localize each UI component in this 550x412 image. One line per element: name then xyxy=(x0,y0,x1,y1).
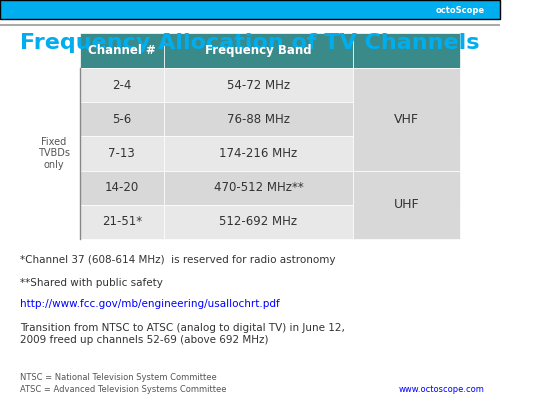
FancyBboxPatch shape xyxy=(354,171,460,239)
Text: *Channel 37 (608-614 MHz)  is reserved for radio astronomy: *Channel 37 (608-614 MHz) is reserved fo… xyxy=(20,255,336,265)
Text: 7-13: 7-13 xyxy=(108,147,135,160)
FancyBboxPatch shape xyxy=(354,68,460,171)
FancyBboxPatch shape xyxy=(354,68,460,102)
Text: Frequency Allocation of TV Channels: Frequency Allocation of TV Channels xyxy=(20,33,480,53)
FancyBboxPatch shape xyxy=(163,136,354,171)
FancyBboxPatch shape xyxy=(0,0,500,19)
Text: 76-88 MHz: 76-88 MHz xyxy=(227,113,290,126)
FancyBboxPatch shape xyxy=(80,136,163,171)
FancyBboxPatch shape xyxy=(354,102,460,136)
FancyBboxPatch shape xyxy=(163,68,354,102)
Text: 21-51*: 21-51* xyxy=(102,215,142,228)
Text: Fixed
TVBDs
only: Fixed TVBDs only xyxy=(38,137,70,170)
Text: Frequency Band: Frequency Band xyxy=(205,44,312,57)
Text: 14-20: 14-20 xyxy=(104,181,139,194)
Text: octoScope: octoScope xyxy=(435,6,485,15)
FancyBboxPatch shape xyxy=(80,68,163,102)
Text: VHF: VHF xyxy=(394,113,419,126)
Text: UHF: UHF xyxy=(394,198,419,211)
Text: www.octoscope.com: www.octoscope.com xyxy=(399,385,485,394)
FancyBboxPatch shape xyxy=(354,171,460,205)
FancyBboxPatch shape xyxy=(80,205,163,239)
Text: **Shared with public safety: **Shared with public safety xyxy=(20,278,163,288)
Text: 2-4: 2-4 xyxy=(112,79,131,91)
FancyBboxPatch shape xyxy=(354,205,460,239)
FancyBboxPatch shape xyxy=(163,205,354,239)
Text: 470-512 MHz**: 470-512 MHz** xyxy=(213,181,303,194)
Text: ATSC = Advanced Television Systems Committee: ATSC = Advanced Television Systems Commi… xyxy=(20,385,227,394)
FancyBboxPatch shape xyxy=(163,33,354,68)
Text: Channel #: Channel # xyxy=(88,44,156,57)
FancyBboxPatch shape xyxy=(354,136,460,171)
Text: 54-72 MHz: 54-72 MHz xyxy=(227,79,290,91)
FancyBboxPatch shape xyxy=(163,102,354,136)
FancyBboxPatch shape xyxy=(354,33,460,68)
FancyBboxPatch shape xyxy=(163,171,354,205)
FancyBboxPatch shape xyxy=(80,102,163,136)
Text: 512-692 MHz: 512-692 MHz xyxy=(219,215,298,228)
FancyBboxPatch shape xyxy=(80,33,163,68)
Text: NTSC = National Television System Committee: NTSC = National Television System Commit… xyxy=(20,373,217,382)
FancyBboxPatch shape xyxy=(80,171,163,205)
Text: 5-6: 5-6 xyxy=(112,113,131,126)
Text: http://www.fcc.gov/mb/engineering/usallochrt.pdf: http://www.fcc.gov/mb/engineering/usallo… xyxy=(20,299,280,309)
Text: 174-216 MHz: 174-216 MHz xyxy=(219,147,298,160)
Text: Transition from NTSC to ATSC (analog to digital TV) in June 12,
2009 freed up ch: Transition from NTSC to ATSC (analog to … xyxy=(20,323,345,345)
